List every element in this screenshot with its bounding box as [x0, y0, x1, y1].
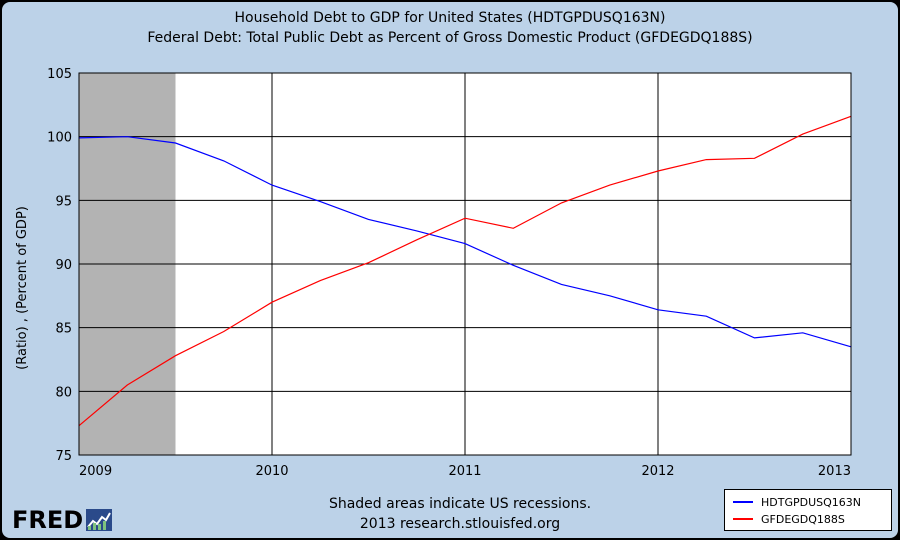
x-tick-label: 2010 — [255, 464, 288, 479]
legend: HDTGPDUSQ163N GFDEGDQ188S — [724, 489, 892, 531]
y-tick-label: 95 — [55, 194, 72, 209]
legend-item-series1: HDTGPDUSQ163N — [733, 494, 861, 510]
chart-logo-icon — [86, 509, 113, 531]
x-tick-labels: 2009 2010 2011 2012 2013 — [79, 464, 851, 479]
y-axis-label: (Ratio) , (Percent of GDP) — [15, 206, 30, 370]
y-tick-label: 105 — [47, 67, 72, 82]
fred-logo-text: FRED — [12, 506, 84, 534]
fred-logo: FRED — [12, 506, 113, 534]
legend-swatch — [733, 501, 753, 503]
plot-border — [78, 72, 852, 456]
x-tick-label: 2012 — [641, 464, 674, 479]
y-tick-label: 80 — [55, 385, 72, 400]
y-tick-label: 90 — [55, 258, 72, 273]
x-tick-label: 2011 — [448, 464, 481, 479]
legend-label: HDTGPDUSQ163N — [761, 495, 862, 509]
legend-swatch — [733, 518, 753, 520]
chart-subtitle: Federal Debt: Total Public Debt as Perce… — [147, 30, 752, 46]
y-tick-label: 75 — [55, 449, 72, 464]
series-layer — [78, 115, 852, 427]
y-tick-label: 100 — [47, 131, 72, 146]
x-tick-label: 2009 — [79, 464, 112, 479]
legend-item-series2: GFDEGDQ188S — [733, 511, 845, 527]
series-line-hdtgpdusq163n — [78, 136, 852, 348]
chart-title: Household Debt to GDP for United States … — [235, 10, 666, 26]
footer-source: 2013 research.stlouisfed.org — [360, 516, 560, 532]
y-tick-label: 85 — [55, 322, 72, 337]
y-tick-labels: 75 80 85 90 95 100 105 — [47, 67, 72, 464]
legend-label: GFDEGDQ188S — [761, 512, 845, 526]
series-line-gfdegdq188s — [78, 115, 852, 427]
footer-note: Shaded areas indicate US recessions. — [329, 496, 591, 512]
x-tick-label: 2013 — [818, 464, 851, 479]
